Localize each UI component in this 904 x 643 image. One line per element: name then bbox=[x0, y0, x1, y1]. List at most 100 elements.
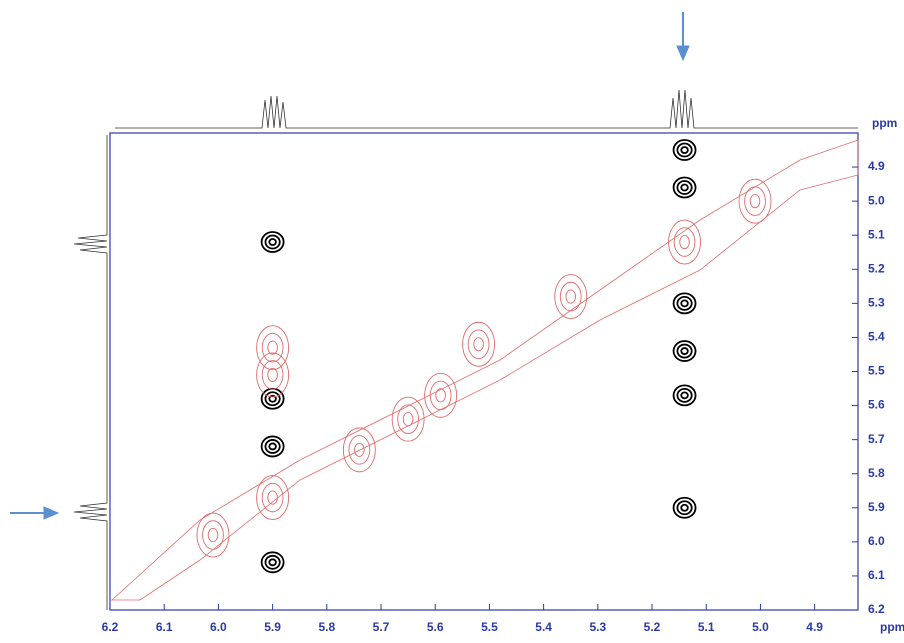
peak bbox=[342, 427, 376, 473]
contour-line bbox=[267, 340, 278, 355]
contour-line bbox=[680, 183, 689, 192]
x-tick-label: 5.1 bbox=[698, 620, 715, 634]
peak bbox=[424, 372, 458, 418]
contour-line bbox=[676, 142, 693, 158]
x-tick-label: 5.0 bbox=[752, 620, 769, 634]
contour-line bbox=[264, 439, 281, 454]
peak bbox=[668, 219, 702, 265]
arrow-left-head bbox=[43, 506, 60, 520]
contour-line bbox=[749, 194, 761, 209]
arrows bbox=[10, 12, 690, 520]
contour-line bbox=[391, 396, 425, 442]
contour-line bbox=[424, 372, 458, 418]
plot-frame bbox=[109, 132, 859, 611]
y-axis-label: ppm bbox=[872, 116, 897, 130]
contour-line bbox=[207, 527, 219, 543]
contour-line bbox=[676, 180, 693, 195]
contour-line bbox=[672, 496, 697, 519]
contour-line bbox=[268, 394, 277, 403]
peak bbox=[462, 321, 496, 367]
peak bbox=[672, 384, 697, 407]
peak bbox=[260, 231, 285, 253]
contour-line bbox=[680, 146, 689, 154]
y-tick-label: 6.0 bbox=[868, 534, 885, 548]
contour-line bbox=[680, 503, 689, 512]
contour-line bbox=[268, 442, 277, 451]
contour-line bbox=[264, 234, 281, 250]
contour-line bbox=[676, 343, 693, 359]
contour-line bbox=[672, 139, 697, 161]
contour-line bbox=[679, 234, 690, 250]
y-tick-label: 4.9 bbox=[868, 159, 885, 173]
y-tick-label: 5.6 bbox=[868, 398, 885, 412]
contour-line bbox=[256, 325, 290, 371]
contour-line bbox=[261, 482, 284, 513]
x-axis-label: ppm bbox=[880, 620, 904, 634]
contour-line bbox=[435, 388, 446, 403]
top-projection bbox=[115, 89, 858, 129]
contour-line bbox=[680, 299, 689, 308]
contour-line bbox=[402, 412, 414, 427]
contour-line bbox=[256, 352, 290, 398]
contour-line bbox=[342, 427, 376, 473]
contour-line bbox=[267, 490, 278, 505]
contour-line bbox=[672, 176, 697, 199]
x-tick-label: 5.9 bbox=[264, 620, 281, 634]
y-tick-label: 5.3 bbox=[868, 296, 885, 310]
contour-line bbox=[256, 475, 290, 521]
contour-line bbox=[202, 520, 224, 550]
contour-line bbox=[467, 329, 490, 359]
peak bbox=[672, 176, 697, 199]
y-tick-label: 5.0 bbox=[868, 193, 885, 207]
contour-line bbox=[473, 337, 484, 352]
contour-line bbox=[672, 384, 697, 407]
left-projection bbox=[73, 135, 108, 610]
contour-line bbox=[554, 274, 588, 319]
peak bbox=[391, 396, 425, 442]
contour-line bbox=[672, 292, 697, 315]
y-tick-label: 5.4 bbox=[868, 330, 885, 344]
peak bbox=[256, 352, 290, 398]
contour-line bbox=[673, 227, 696, 257]
contour-line bbox=[260, 231, 285, 253]
contour-line bbox=[738, 178, 772, 224]
contour-line bbox=[268, 558, 277, 567]
peak bbox=[256, 475, 290, 521]
contour-line bbox=[744, 186, 766, 216]
peak bbox=[196, 512, 230, 558]
x-tick-label: 5.4 bbox=[535, 620, 552, 634]
contour-line bbox=[676, 295, 693, 311]
contour-line bbox=[672, 340, 697, 362]
x-tick-label: 6.2 bbox=[102, 620, 119, 634]
peak bbox=[672, 292, 697, 315]
y-tick-label: 5.7 bbox=[868, 432, 885, 446]
peak bbox=[260, 435, 285, 458]
x-tick-label: 5.3 bbox=[589, 620, 606, 634]
contour-line bbox=[260, 435, 285, 458]
contour-line bbox=[680, 391, 689, 400]
x-tick-label: 5.8 bbox=[318, 620, 335, 634]
peak bbox=[672, 139, 697, 161]
contour-line bbox=[429, 380, 452, 411]
y-tick-label: 5.9 bbox=[868, 500, 885, 514]
x-tick-label: 6.1 bbox=[156, 620, 173, 634]
contour-line bbox=[676, 387, 693, 403]
contour-line bbox=[261, 332, 284, 363]
contour-line bbox=[397, 404, 419, 434]
contour-line bbox=[260, 551, 285, 574]
peak bbox=[554, 274, 588, 319]
contour-line bbox=[264, 554, 281, 570]
contour-line bbox=[668, 219, 702, 265]
contour-line bbox=[268, 238, 277, 246]
contour-line bbox=[354, 442, 365, 457]
contour-line bbox=[676, 500, 693, 516]
peak bbox=[672, 496, 697, 519]
x-tick-label: 5.5 bbox=[481, 620, 498, 634]
peak bbox=[738, 178, 772, 224]
peak bbox=[260, 387, 285, 410]
contour-line bbox=[565, 289, 576, 304]
arrow-top-head bbox=[676, 45, 690, 62]
contour-line bbox=[462, 321, 496, 367]
y-tick-label: 5.2 bbox=[868, 261, 885, 275]
